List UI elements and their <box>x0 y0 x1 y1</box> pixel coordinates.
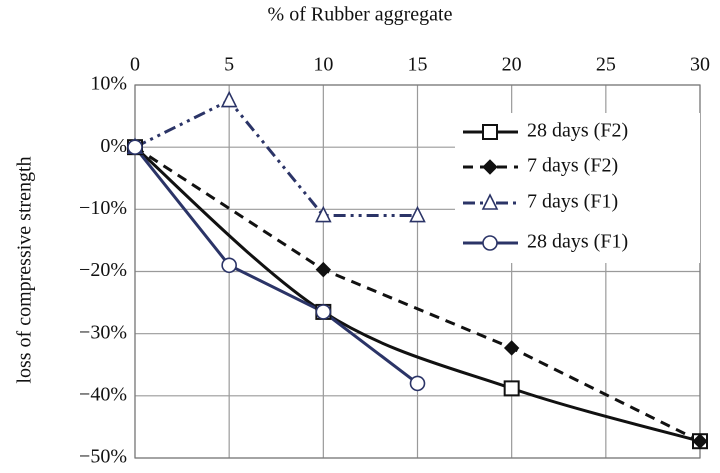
plot-border <box>134 84 701 459</box>
x-tick-label: 15 <box>408 54 428 76</box>
marker <box>221 257 237 274</box>
marker <box>315 304 332 320</box>
x-tick-label: 30 <box>690 54 710 76</box>
x-tick-label: 25 <box>596 54 616 76</box>
series-line <box>134 145 701 443</box>
y-axis-title: loss of compressive strength <box>14 156 36 383</box>
x-tick-label: 0 <box>130 54 140 76</box>
marker <box>409 205 426 223</box>
x-tick-label: 20 <box>502 54 522 76</box>
legend-label: 7 days (F1) <box>527 191 618 213</box>
marker <box>220 90 238 108</box>
series-line <box>134 98 418 218</box>
y-tick-label: −50% <box>79 446 127 468</box>
y-tick-label: 10% <box>90 73 127 95</box>
x-axis-title: % of Rubber aggregate <box>268 4 453 26</box>
legend-label: 7 days (F2) <box>527 155 618 177</box>
y-tick-label: −10% <box>79 197 127 219</box>
legend-marker <box>482 124 498 140</box>
y-tick-label: −30% <box>79 321 127 343</box>
series-line <box>133 146 419 385</box>
y-tick-label: −20% <box>79 259 127 281</box>
legend-marker <box>482 235 498 251</box>
x-tick-label: 5 <box>224 54 234 76</box>
marker <box>409 375 426 392</box>
x-tick-label: 10 <box>313 54 333 76</box>
marker <box>692 433 708 449</box>
legend-marker <box>482 159 498 175</box>
series-line <box>134 146 701 443</box>
marker <box>315 261 332 278</box>
marker <box>315 205 332 223</box>
marker <box>503 380 520 397</box>
marker <box>127 139 143 155</box>
legend-marker <box>481 193 499 210</box>
y-tick-label: −40% <box>79 383 127 405</box>
marker <box>503 340 520 356</box>
legend-label: 28 days (F2) <box>527 120 628 142</box>
y-tick-label: 0% <box>100 135 127 157</box>
legend-label: 28 days (F1) <box>527 231 628 253</box>
